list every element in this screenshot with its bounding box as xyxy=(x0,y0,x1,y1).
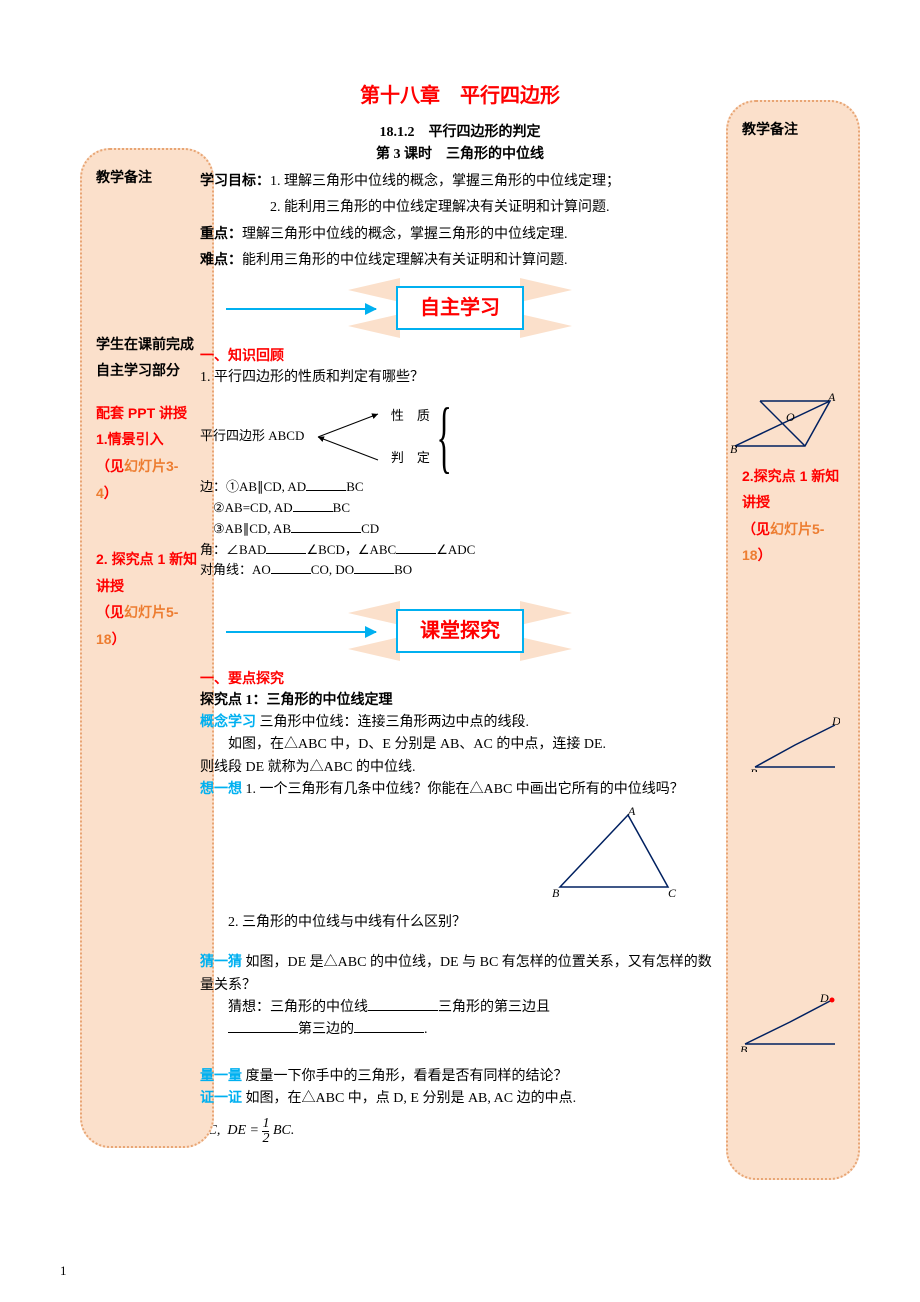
concept-label: 概念学习 xyxy=(200,715,256,730)
triangle-figure-4: B D xyxy=(740,992,840,1052)
difficulty-line: 难点：能利用三角形的中位线定理解决有关证明和计算问题. xyxy=(200,250,720,272)
lesson-title: 第 3 课时 三角形的中位线 xyxy=(200,144,720,166)
diagram-root: 平行四边形 ABCD xyxy=(200,428,304,443)
triangle-figure-2: B D xyxy=(750,717,840,772)
diagram-right: 边：①AB∥CD, ADBC ②AB=CD, ADBC ③AB∥CD, ABCD… xyxy=(200,477,475,581)
guess-fill: 猜想：三角形的中位线三角形的第三边且 第三边的. xyxy=(200,997,720,1042)
main-content: 第十八章 平行四边形 18.1.2 平行四边形的判定 第 3 课时 三角形的中位… xyxy=(200,80,720,1111)
svg-text:B: B xyxy=(552,886,560,897)
svg-text:B: B xyxy=(750,766,758,772)
explore-point-title: 探究点 1：三角形的中位线定理 xyxy=(200,690,720,712)
sidebar-left-block1: 学生在课前完成自主学习部分 xyxy=(96,331,198,384)
svg-text:A: A xyxy=(827,391,836,404)
property-diagram: 平行四边形 ABCD 性 质 判 定 { 边：①AB∥CD, ADBC ②AB=… xyxy=(200,397,720,581)
banner-class-explore-label: 课堂探究 xyxy=(396,609,524,653)
sidebar-left: 教学备注 学生在课前完成自主学习部分 配套 PPT 讲授 1.情景引入 （见幻灯… xyxy=(80,148,214,1148)
learning-goal: 学习目标：1. 理解三角形中位线的概念，掌握三角形的中位线定理； xyxy=(200,171,720,193)
brace-icon: { xyxy=(437,397,452,477)
svg-text:D: D xyxy=(831,717,840,728)
measure-line: 量一量 度量一下你手中的三角形，看看是否有同样的结论？ xyxy=(200,1066,720,1088)
sidebar-right-block1: 2.探究点 1 新知讲授 （见幻灯片5-18） xyxy=(742,463,844,569)
svg-text:A: A xyxy=(627,807,636,818)
svg-text:B: B xyxy=(740,1043,748,1052)
banner-self-study: 自主学习 xyxy=(200,286,720,330)
svg-text:C: C xyxy=(668,886,677,897)
think-line: 想一想 1. 一个三角形有几条中位线？你能在△ABC 中画出它所有的中位线吗？ xyxy=(200,779,720,801)
review-head: 一、知识回顾 xyxy=(200,344,720,366)
page-number: 1 xyxy=(60,1261,67,1282)
focus-line: 重点：理解三角形中位线的概念，掌握三角形的中位线定理. xyxy=(200,224,720,246)
ppt-label: 配套 PPT 讲授 xyxy=(96,405,187,421)
learning-goal-2: 2. 能利用三角形的中位线定理解决有关证明和计算问题. xyxy=(200,197,720,219)
chapter-title: 第十八章 平行四边形 xyxy=(200,80,720,112)
explore-point-label: 2. 探究点 1 新知讲授 xyxy=(96,551,197,594)
concept-eg2: 则线段 DE 就称为△ABC 的中位线. xyxy=(200,757,720,779)
sidebar-left-block2: 配套 PPT 讲授 1.情景引入 （见幻灯片3-4） xyxy=(96,400,198,506)
banner-arrow-icon xyxy=(226,308,376,310)
triangle-abc-figure: A B C xyxy=(550,807,680,897)
think-q2: 2. 三角形的中位线与中线有什么区别？ xyxy=(200,912,720,934)
parallelogram-figure: A B O xyxy=(730,391,840,461)
banner-class-explore: 课堂探究 xyxy=(200,609,720,653)
concept-line: 概念学习 三角形中位线：连接三角形两边中点的线段. xyxy=(200,712,720,734)
sidebar-left-title: 教学备注 xyxy=(96,164,198,191)
guess-block: 猜一猜 如图，DE 是△ABC 的中位线，DE 与 BC 有怎样的位置关系，又有… xyxy=(200,952,720,997)
scene-intro-label: 1.情景引入 xyxy=(96,431,164,447)
measure-label: 量一量 xyxy=(200,1069,242,1084)
banner-self-study-label: 自主学习 xyxy=(396,286,524,330)
think-label: 想一想 xyxy=(200,782,242,797)
section-number: 18.1.2 平行四边形的判定 xyxy=(200,122,720,144)
prove-label: 证一证 xyxy=(200,1091,242,1106)
svg-text:B: B xyxy=(730,442,738,456)
sidebar-left-block3: 2. 探究点 1 新知讲授 （见幻灯片5-18） xyxy=(96,546,198,652)
svg-text:O: O xyxy=(786,410,795,424)
review-q1: 1. 平行四边形的性质和判定有哪些？ xyxy=(200,367,720,389)
svg-text:D: D xyxy=(819,992,829,1005)
diagram-mid: 性 质 判 定 xyxy=(391,406,430,468)
banner-arrow-icon xyxy=(226,631,376,633)
explore-head: 一、要点探究 xyxy=(200,667,720,689)
concept-eg1: 如图，在△ABC 中，D、E 分别是 AB、AC 的中点，连接 DE. xyxy=(200,734,720,756)
double-arrow-icon xyxy=(308,402,388,472)
prove-line: 证一证 如图，在△ABC 中，点 D, E 分别是 AB, AC 边的中点. xyxy=(200,1088,720,1110)
sidebar-right-title: 教学备注 xyxy=(742,116,844,143)
guess-label: 猜一猜 xyxy=(200,955,242,970)
